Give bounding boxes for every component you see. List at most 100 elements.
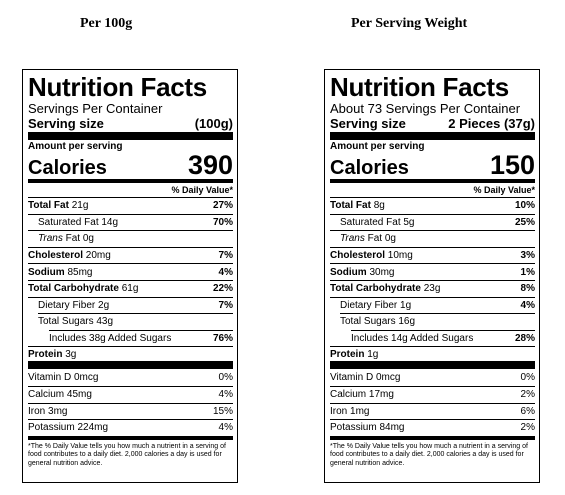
nutrient-pct: 8% bbox=[520, 283, 535, 295]
calories-label: Calories bbox=[330, 157, 409, 179]
nutrient-pct: 0% bbox=[520, 372, 535, 384]
iron-row: Iron 3mg 15% bbox=[28, 402, 233, 420]
nutrient-pct: 1% bbox=[520, 266, 535, 278]
nutrient-pct: 28% bbox=[514, 332, 535, 344]
serving-size-value: (100g) bbox=[194, 116, 233, 131]
calories-label: Calories bbox=[28, 157, 107, 179]
nutrient-pct: 4% bbox=[520, 299, 535, 311]
nutrient-name: Dietary Fiber 1g bbox=[340, 299, 412, 311]
label-title: Nutrition Facts bbox=[28, 72, 207, 102]
total-carbohydrate-row: Total Carbohydrate 61g 22% bbox=[28, 279, 233, 297]
nutrient-pct: 76% bbox=[212, 332, 233, 344]
nutrient-name: Cholesterol bbox=[330, 250, 386, 262]
daily-value-header: % Daily Value* bbox=[330, 179, 535, 197]
trans-italic: Trans bbox=[38, 233, 63, 245]
nutrient-name: Cholesterol bbox=[28, 250, 84, 262]
column-heading-per-100g: Per 100g bbox=[80, 16, 133, 31]
added-sugars-row: Includes 38g Added Sugars 76% bbox=[28, 329, 233, 347]
nutrient-name: Sodium bbox=[28, 266, 65, 278]
nutrient-pct: 2% bbox=[520, 422, 535, 434]
total-fat-row: Total Fat 21g 27% bbox=[28, 197, 233, 214]
nutrient-pct: 70% bbox=[212, 216, 233, 228]
nutrient-name: Potassium 84mg bbox=[330, 422, 405, 434]
nutrient-pct: 4% bbox=[218, 266, 233, 278]
total-sugars-row: Total Sugars 43g bbox=[28, 313, 233, 330]
total-carbohydrate-row: Total Carbohydrate 23g 8% bbox=[330, 279, 535, 297]
nutrient-name: Potassium 224mg bbox=[28, 422, 109, 434]
protein-row: Protein 3g bbox=[28, 346, 233, 361]
serving-size-label: Serving size bbox=[28, 116, 104, 131]
dietary-fiber-row: Dietary Fiber 2g 7% bbox=[28, 296, 233, 314]
nutrient-name: Saturated Fat 14g bbox=[38, 216, 119, 228]
cholesterol-row: Cholesterol 20mg 7% bbox=[28, 246, 233, 264]
nutrient-name: Includes 38g Added Sugars bbox=[49, 332, 172, 344]
nutrient-name: Total Sugars 43g bbox=[38, 315, 114, 327]
total-fat-row: Total Fat 8g 10% bbox=[330, 197, 535, 214]
serving-size-row: Serving size (100g) bbox=[28, 116, 233, 131]
trans-fat-row: Trans Fat 0g bbox=[28, 230, 233, 247]
nutrient-name: Total Fat bbox=[28, 200, 69, 212]
thick-divider bbox=[28, 361, 233, 370]
nutrient-pct: 7% bbox=[218, 250, 233, 262]
nutrient-name: Iron 1mg bbox=[330, 405, 370, 417]
nutrient-name: Total Carbohydrate bbox=[28, 283, 119, 295]
serving-size-row: Serving size 2 Pieces (37g) bbox=[330, 116, 535, 131]
nutrition-label-per-serving: Nutrition Facts About 73 Servings Per Co… bbox=[324, 69, 540, 483]
nutrition-label-per-100g: Nutrition Facts Servings Per Container S… bbox=[22, 69, 238, 483]
nutrient-amount: 61g bbox=[121, 283, 139, 295]
calories-row: Calories 390 bbox=[28, 150, 233, 180]
saturated-fat-row: Saturated Fat 14g 70% bbox=[28, 213, 233, 231]
amount-per-serving: Amount per serving bbox=[330, 141, 425, 152]
nutrient-amount: 8g bbox=[373, 200, 385, 212]
sodium-row: Sodium 85mg 4% bbox=[28, 263, 233, 280]
nutrient-pct: 27% bbox=[212, 200, 233, 212]
nutrient-pct: 15% bbox=[212, 405, 233, 417]
thick-divider bbox=[330, 361, 535, 370]
nutrient-name: Iron 3mg bbox=[28, 405, 68, 417]
nutrient-amount: 30mg bbox=[369, 266, 395, 278]
daily-value-footnote: *The % Daily Value tells you how much a … bbox=[330, 435, 535, 469]
nutrient-amount: 1g bbox=[367, 348, 379, 360]
nutrient-pct: 25% bbox=[514, 216, 535, 228]
calcium-row: Calcium 45mg 4% bbox=[28, 385, 233, 403]
added-sugars-row: Includes 14g Added Sugars 28% bbox=[330, 329, 535, 347]
cholesterol-row: Cholesterol 10mg 3% bbox=[330, 246, 535, 264]
total-sugars-row: Total Sugars 16g bbox=[330, 313, 535, 330]
nutrient-pct: 4% bbox=[218, 389, 233, 401]
nutrient-pct: 0% bbox=[218, 372, 233, 384]
nutrient-amount: 10mg bbox=[387, 250, 413, 262]
nutrient-name: Vitamin D 0mcg bbox=[330, 372, 401, 384]
nutrient-name: Saturated Fat 5g bbox=[340, 216, 415, 228]
nutrient-name: Total Carbohydrate bbox=[330, 283, 421, 295]
servings-per-container: Servings Per Container bbox=[28, 101, 163, 116]
trans-rest: Fat 0g bbox=[364, 233, 396, 245]
nutrient-name: Includes 14g Added Sugars bbox=[351, 332, 474, 344]
nutrient-pct: 10% bbox=[514, 200, 535, 212]
serving-size-label: Serving size bbox=[330, 116, 406, 131]
calories-value: 390 bbox=[187, 150, 233, 180]
nutrient-pct: 7% bbox=[218, 299, 233, 311]
potassium-row: Potassium 84mg 2% bbox=[330, 419, 535, 436]
daily-value-footnote: *The % Daily Value tells you how much a … bbox=[28, 435, 233, 469]
nutrient-pct: 3% bbox=[520, 250, 535, 262]
label-title: Nutrition Facts bbox=[330, 72, 509, 102]
saturated-fat-row: Saturated Fat 5g 25% bbox=[330, 213, 535, 231]
calcium-row: Calcium 17mg 2% bbox=[330, 385, 535, 403]
nutrient-amount: 21g bbox=[71, 200, 89, 212]
trans-italic: Trans bbox=[340, 233, 365, 245]
nutrient-name: Sodium bbox=[330, 266, 367, 278]
nutrient-pct: 6% bbox=[520, 405, 535, 417]
nutrient-pct: 22% bbox=[212, 283, 233, 295]
sodium-row: Sodium 30mg 1% bbox=[330, 263, 535, 280]
nutrient-name: Calcium 45mg bbox=[28, 389, 92, 401]
nutrient-name: Total Sugars 16g bbox=[340, 315, 416, 327]
nutrient-amount: 3g bbox=[65, 348, 77, 360]
daily-value-header: % Daily Value* bbox=[28, 179, 233, 197]
calories-row: Calories 150 bbox=[330, 152, 535, 180]
nutrient-name: Calcium 17mg bbox=[330, 389, 394, 401]
potassium-row: Potassium 224mg 4% bbox=[28, 419, 233, 436]
serving-size-value: 2 Pieces (37g) bbox=[448, 116, 535, 131]
protein-row: Protein 1g bbox=[330, 346, 535, 361]
nutrient-name: Protein bbox=[28, 348, 63, 360]
nutrient-name: Vitamin D 0mcg bbox=[28, 372, 99, 384]
